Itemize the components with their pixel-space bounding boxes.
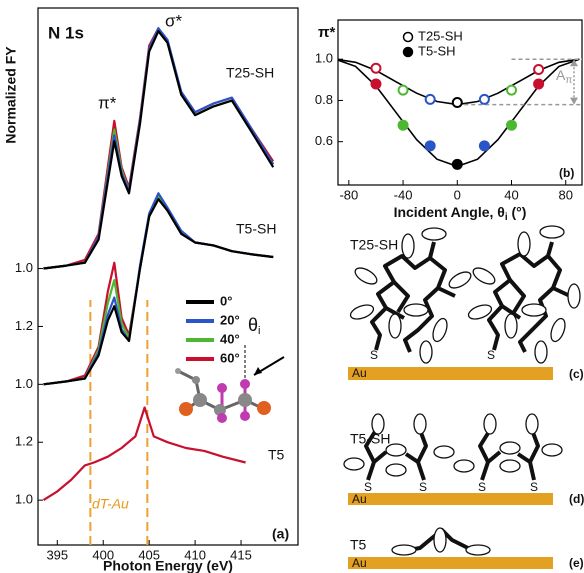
data-point (478, 93, 490, 105)
y-tick-label: 1.0 (15, 376, 33, 391)
diagram-c: T25-SH Au (c) S S (348, 225, 584, 381)
angle-sub: i (258, 325, 260, 337)
legend-label: 0° (220, 293, 232, 308)
plot-area (338, 58, 580, 168)
x-tick-label: 0 (454, 187, 461, 202)
panel-label: (d) (569, 492, 584, 506)
diagram-e: T5 Au (e) (348, 527, 584, 570)
x-tick-label: 415 (230, 547, 252, 562)
y-tick-label: 1.0 (15, 260, 33, 275)
y-tick-label: 1.0 (15, 492, 33, 507)
y-tick-label: 1.2 (15, 434, 33, 449)
data-point (370, 62, 382, 74)
x-axis-label-sub: i (505, 212, 508, 223)
panel-title: N 1s (48, 23, 84, 42)
group-label: T25-SH (226, 65, 274, 81)
amplitude-sub: π (565, 75, 572, 86)
x-axis-label-part: Incident Angle, θ (394, 204, 505, 220)
data-point (451, 158, 463, 170)
x-tick-label: -80 (339, 187, 358, 202)
x-axis-label-part: (°) (508, 204, 527, 220)
spectrum-line (42, 406, 246, 502)
data-point (451, 97, 463, 108)
group-label: T5 (268, 447, 285, 463)
angle-label: θi (248, 315, 260, 337)
data-point (506, 119, 518, 131)
anchor-label: S (487, 348, 495, 362)
y-tick-label: 0.6 (315, 133, 333, 148)
data-point (397, 119, 409, 131)
spectrum-line (43, 198, 274, 386)
x-tick-label: 405 (138, 547, 160, 562)
anchor-label: S (419, 480, 427, 494)
data-point (424, 140, 436, 152)
plots: 395 400 405 410 4151.01.21.01.21.00°20°40°60… (15, 7, 583, 562)
group-label: T5-SH (236, 221, 276, 237)
data-point (424, 93, 436, 105)
anchor-label: S (370, 348, 378, 362)
plot-frame (337, 19, 583, 186)
diagram-d: T5-SH Au (d) S S S S (343, 413, 584, 506)
spectrum-line (43, 30, 275, 270)
y-tick-label: 1.0 (315, 51, 333, 66)
gold-substrate (348, 557, 553, 569)
y-tick-label: 0.8 (315, 92, 333, 107)
x-axis-label: Incident Angle, θi (°) (394, 204, 527, 223)
data-point (533, 64, 545, 75)
panel-label: (e) (569, 556, 584, 570)
anchor-label: S (364, 480, 372, 494)
legend-label: 20° (220, 312, 240, 327)
y-axis-label: π* (318, 24, 335, 41)
data-point (397, 84, 409, 96)
diagram-label: T5 (350, 537, 367, 553)
y-axis-label: Normalized FY (3, 46, 19, 144)
plot-area (42, 27, 275, 545)
substrate-label: Au (352, 492, 367, 506)
fit-curve (338, 58, 580, 168)
peak-label: π* (98, 93, 117, 112)
panel-label: (c) (569, 367, 584, 381)
anchor-label: S (530, 480, 538, 494)
molecule-inset (175, 345, 285, 423)
amplitude-label: Aπ (556, 67, 572, 86)
data-point (478, 140, 490, 152)
data-point (506, 84, 518, 96)
substrate-label: Au (352, 556, 367, 570)
data-point (370, 78, 382, 90)
anchor-label: S (478, 480, 486, 494)
x-tick-label: 395 (46, 547, 68, 562)
x-tick-label: 400 (92, 547, 114, 562)
y-tick-label: 1.2 (15, 318, 33, 333)
legend-label: T25-SH (418, 28, 463, 43)
vline-label: dT-Au (92, 496, 129, 512)
x-tick-label: -40 (394, 187, 413, 202)
x-tick-label: 40 (504, 187, 518, 202)
legend-marker (402, 31, 414, 43)
angle-symbol: θ (248, 315, 258, 335)
gold-substrate (348, 367, 553, 380)
gold-substrate (348, 493, 553, 505)
legend-label: 40° (220, 331, 240, 346)
data-point (533, 78, 545, 90)
panel-label: (a) (272, 526, 289, 542)
diagram-label: T25-SH (350, 237, 398, 253)
amplitude-symbol: A (556, 67, 566, 83)
panel-label: (b) (559, 166, 574, 180)
plot-frame (37, 7, 299, 546)
substrate-label: Au (352, 366, 367, 380)
legend-label: 60° (220, 350, 240, 365)
legend-label: T5-SH (418, 43, 456, 58)
x-axis-label: Photon Energy (eV) (103, 558, 233, 573)
x-tick-label: 80 (558, 187, 572, 202)
legend-marker (402, 46, 414, 58)
x-tick-label: 410 (184, 547, 206, 562)
peak-label: σ* (165, 11, 182, 30)
